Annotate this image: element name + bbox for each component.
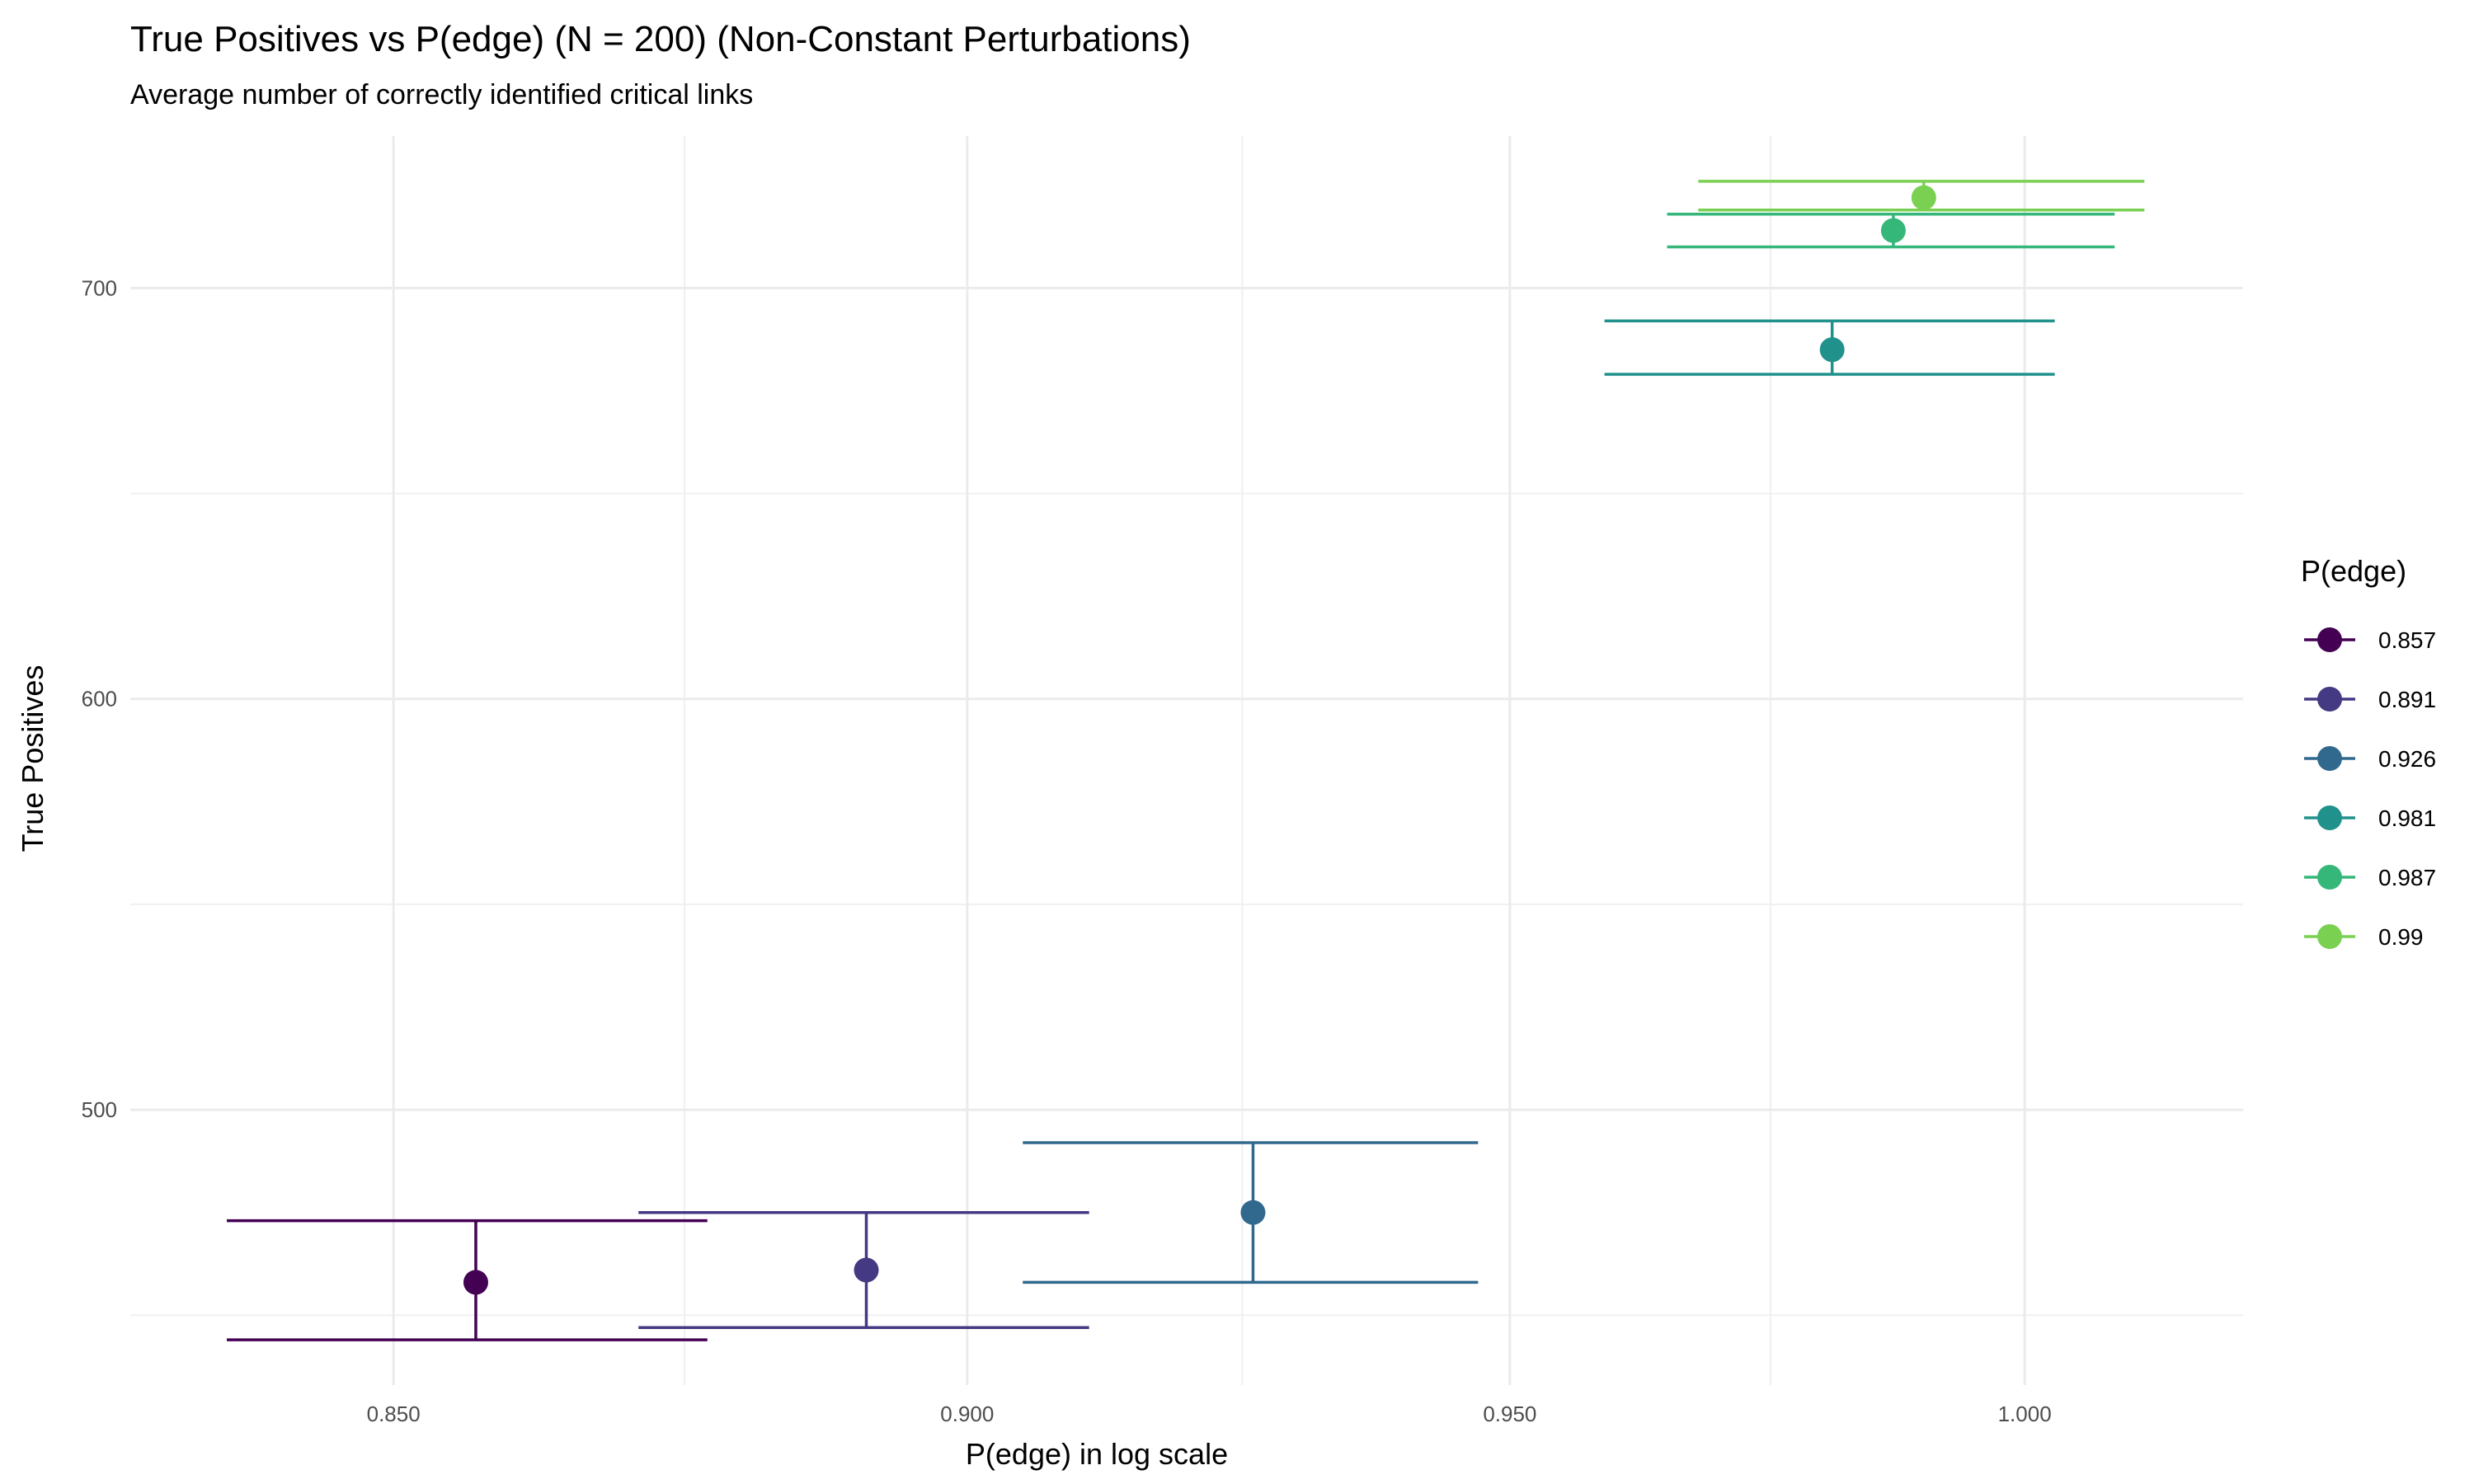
grid	[130, 136, 2243, 1385]
legend-key-point	[2317, 924, 2342, 949]
legend-item-0.891: 0.891	[2304, 687, 2436, 712]
legend-label: 0.987	[2378, 865, 2436, 890]
legend-label: 0.981	[2378, 805, 2436, 831]
x-axis-title: P(edge) in log scale	[966, 1437, 1228, 1471]
legend-item-0.857: 0.857	[2304, 627, 2436, 653]
tick-labels: 0.850 0.900 0.950 1.000 500 600 700	[82, 275, 2052, 1426]
legend-item-0.99: 0.99	[2304, 924, 2424, 950]
legend-label: 0.926	[2378, 746, 2436, 772]
series-0.857	[227, 1219, 708, 1341]
legend-key-point	[2317, 865, 2342, 890]
y-tick-label: 500	[82, 1097, 117, 1122]
y-tick-label: 700	[82, 275, 117, 300]
x-tick-label: 0.900	[940, 1402, 994, 1426]
data-marks	[227, 180, 2145, 1341]
x-tick-label: 0.950	[1483, 1402, 1536, 1426]
y-tick-label: 600	[82, 687, 117, 711]
legend-key-point	[2317, 627, 2342, 652]
legend-item-0.987: 0.987	[2304, 865, 2436, 890]
data-point	[1819, 337, 1845, 363]
data-point	[1911, 185, 1936, 210]
x-tick-label: 0.850	[367, 1402, 421, 1426]
series-0.981	[1604, 319, 2055, 376]
series-0.987	[1667, 212, 2115, 249]
legend-label: 0.857	[2378, 627, 2436, 653]
series-0.99	[1698, 180, 2145, 212]
legend-label: 0.99	[2378, 924, 2424, 950]
data-point	[463, 1270, 488, 1295]
chart-subtitle: Average number of correctly identified c…	[130, 79, 753, 110]
legend-key-point	[2317, 746, 2342, 771]
legend-title: P(edge)	[2301, 554, 2406, 588]
legend-key-point	[2317, 805, 2342, 830]
legend-label: 0.891	[2378, 687, 2436, 712]
series-0.891	[638, 1210, 1089, 1329]
chart-title: True Positives vs P(edge) (N = 200) (Non…	[130, 19, 1191, 59]
x-tick-label: 1.000	[1998, 1402, 2052, 1426]
data-point	[1240, 1200, 1266, 1225]
legend: P(edge) 0.857 0.891 0.926 0.981 0.987 0.99	[2301, 554, 2436, 950]
y-axis-title: True Positives	[16, 665, 49, 852]
legend-item-0.926: 0.926	[2304, 746, 2436, 772]
series-0.926	[1023, 1141, 1479, 1284]
legend-key-point	[2317, 687, 2342, 711]
data-point	[1880, 218, 1906, 243]
data-point	[854, 1257, 879, 1283]
legend-item-0.981: 0.981	[2304, 805, 2436, 831]
